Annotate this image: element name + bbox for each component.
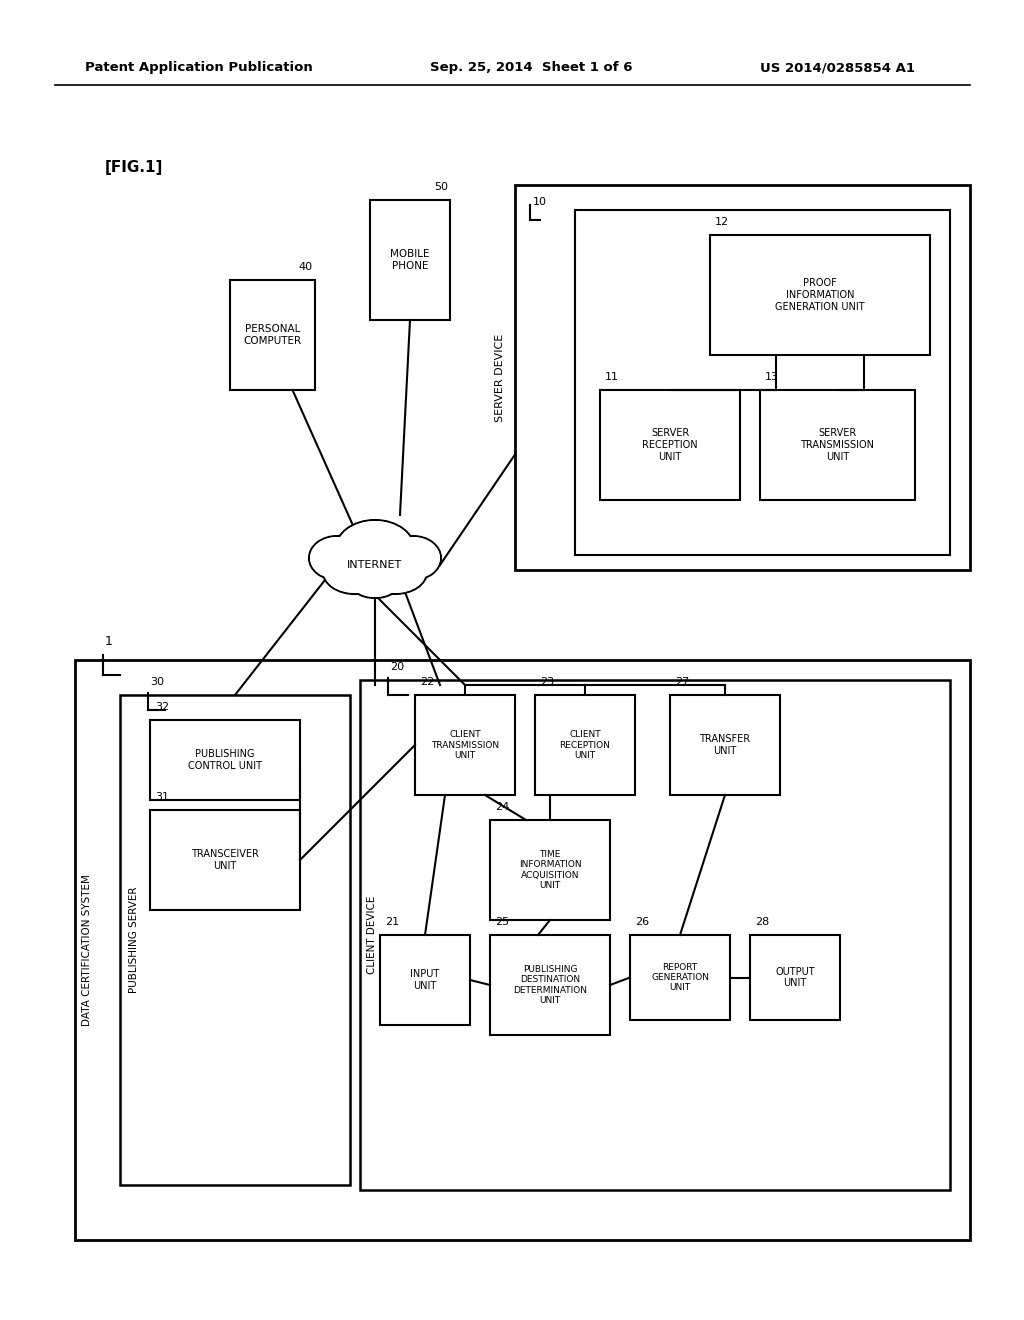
Text: 30: 30 [150,677,164,686]
Text: 23: 23 [540,677,554,686]
Text: 24: 24 [495,803,509,812]
Text: PUBLISHING
DESTINATION
DETERMINATION
UNIT: PUBLISHING DESTINATION DETERMINATION UNI… [513,965,587,1005]
Text: 26: 26 [635,917,649,927]
Text: SERVER DEVICE: SERVER DEVICE [495,334,505,421]
Ellipse shape [310,537,364,579]
Bar [535,696,635,795]
Text: 20: 20 [390,663,404,672]
Text: [FIG.1]: [FIG.1] [105,160,164,176]
Text: SERVER
RECEPTION
UNIT: SERVER RECEPTION UNIT [642,429,697,462]
Text: 40: 40 [299,261,313,272]
Text: Patent Application Publication: Patent Application Publication [85,62,312,74]
Text: OUTPUT
UNIT: OUTPUT UNIT [775,966,815,989]
Text: TRANSFER
UNIT: TRANSFER UNIT [699,734,751,756]
Bar [150,719,300,800]
Bar [370,201,450,319]
Text: CLIENT DEVICE: CLIENT DEVICE [367,896,377,974]
Text: PUBLISHING
CONTROL UNIT: PUBLISHING CONTROL UNIT [188,750,262,771]
Bar [490,820,610,920]
Bar [750,935,840,1020]
Ellipse shape [336,521,414,579]
Ellipse shape [364,550,426,593]
Text: 13: 13 [765,372,779,381]
Bar [515,185,970,570]
Text: 22: 22 [420,677,434,686]
Text: INTERNET: INTERNET [347,560,402,570]
Bar [415,696,515,795]
Text: 50: 50 [434,182,449,191]
Text: 32: 32 [155,702,169,711]
Text: CLIENT
TRANSMISSION
UNIT: CLIENT TRANSMISSION UNIT [431,730,499,760]
Text: 25: 25 [495,917,509,927]
Ellipse shape [323,550,387,594]
Text: 27: 27 [675,677,689,686]
Bar [75,660,970,1239]
Ellipse shape [347,558,403,598]
Text: DATA CERTIFICATION SYSTEM: DATA CERTIFICATION SYSTEM [82,874,92,1026]
Bar [380,935,470,1026]
Ellipse shape [324,550,386,593]
Text: 11: 11 [605,372,618,381]
Ellipse shape [335,520,415,579]
Text: TIME
INFORMATION
ACQUISITION
UNIT: TIME INFORMATION ACQUISITION UNIT [519,850,582,890]
Text: Sep. 25, 2014  Sheet 1 of 6: Sep. 25, 2014 Sheet 1 of 6 [430,62,633,74]
Text: 31: 31 [155,792,169,803]
Text: US 2014/0285854 A1: US 2014/0285854 A1 [760,62,915,74]
Text: PERSONAL
COMPUTER: PERSONAL COMPUTER [244,325,301,346]
Bar [670,696,780,795]
Text: PROOF
INFORMATION
GENERATION UNIT: PROOF INFORMATION GENERATION UNIT [775,279,865,312]
Bar [575,210,950,554]
Text: TRANSCEIVER
UNIT: TRANSCEIVER UNIT [191,849,259,871]
Bar [360,680,950,1191]
Text: 12: 12 [715,216,729,227]
Bar [150,810,300,909]
Bar [600,389,740,500]
Bar [710,235,930,355]
Ellipse shape [309,536,365,579]
Bar [630,935,730,1020]
Bar [230,280,315,389]
Text: MOBILE
PHONE: MOBILE PHONE [390,249,430,271]
Ellipse shape [348,558,402,597]
Text: SERVER
TRANSMISSION
UNIT: SERVER TRANSMISSION UNIT [801,429,874,462]
Text: 10: 10 [534,197,547,207]
Text: INPUT
UNIT: INPUT UNIT [411,969,439,991]
Ellipse shape [362,550,427,594]
Bar [760,389,915,500]
Text: 21: 21 [385,917,399,927]
Text: 28: 28 [755,917,769,927]
Ellipse shape [386,537,440,579]
Bar [490,935,610,1035]
Text: REPORT
GENERATION
UNIT: REPORT GENERATION UNIT [651,962,709,993]
Text: CLIENT
RECEPTION
UNIT: CLIENT RECEPTION UNIT [559,730,610,760]
Ellipse shape [385,536,441,579]
Text: 1: 1 [105,635,113,648]
Bar [120,696,350,1185]
Text: PUBLISHING SERVER: PUBLISHING SERVER [129,887,139,993]
